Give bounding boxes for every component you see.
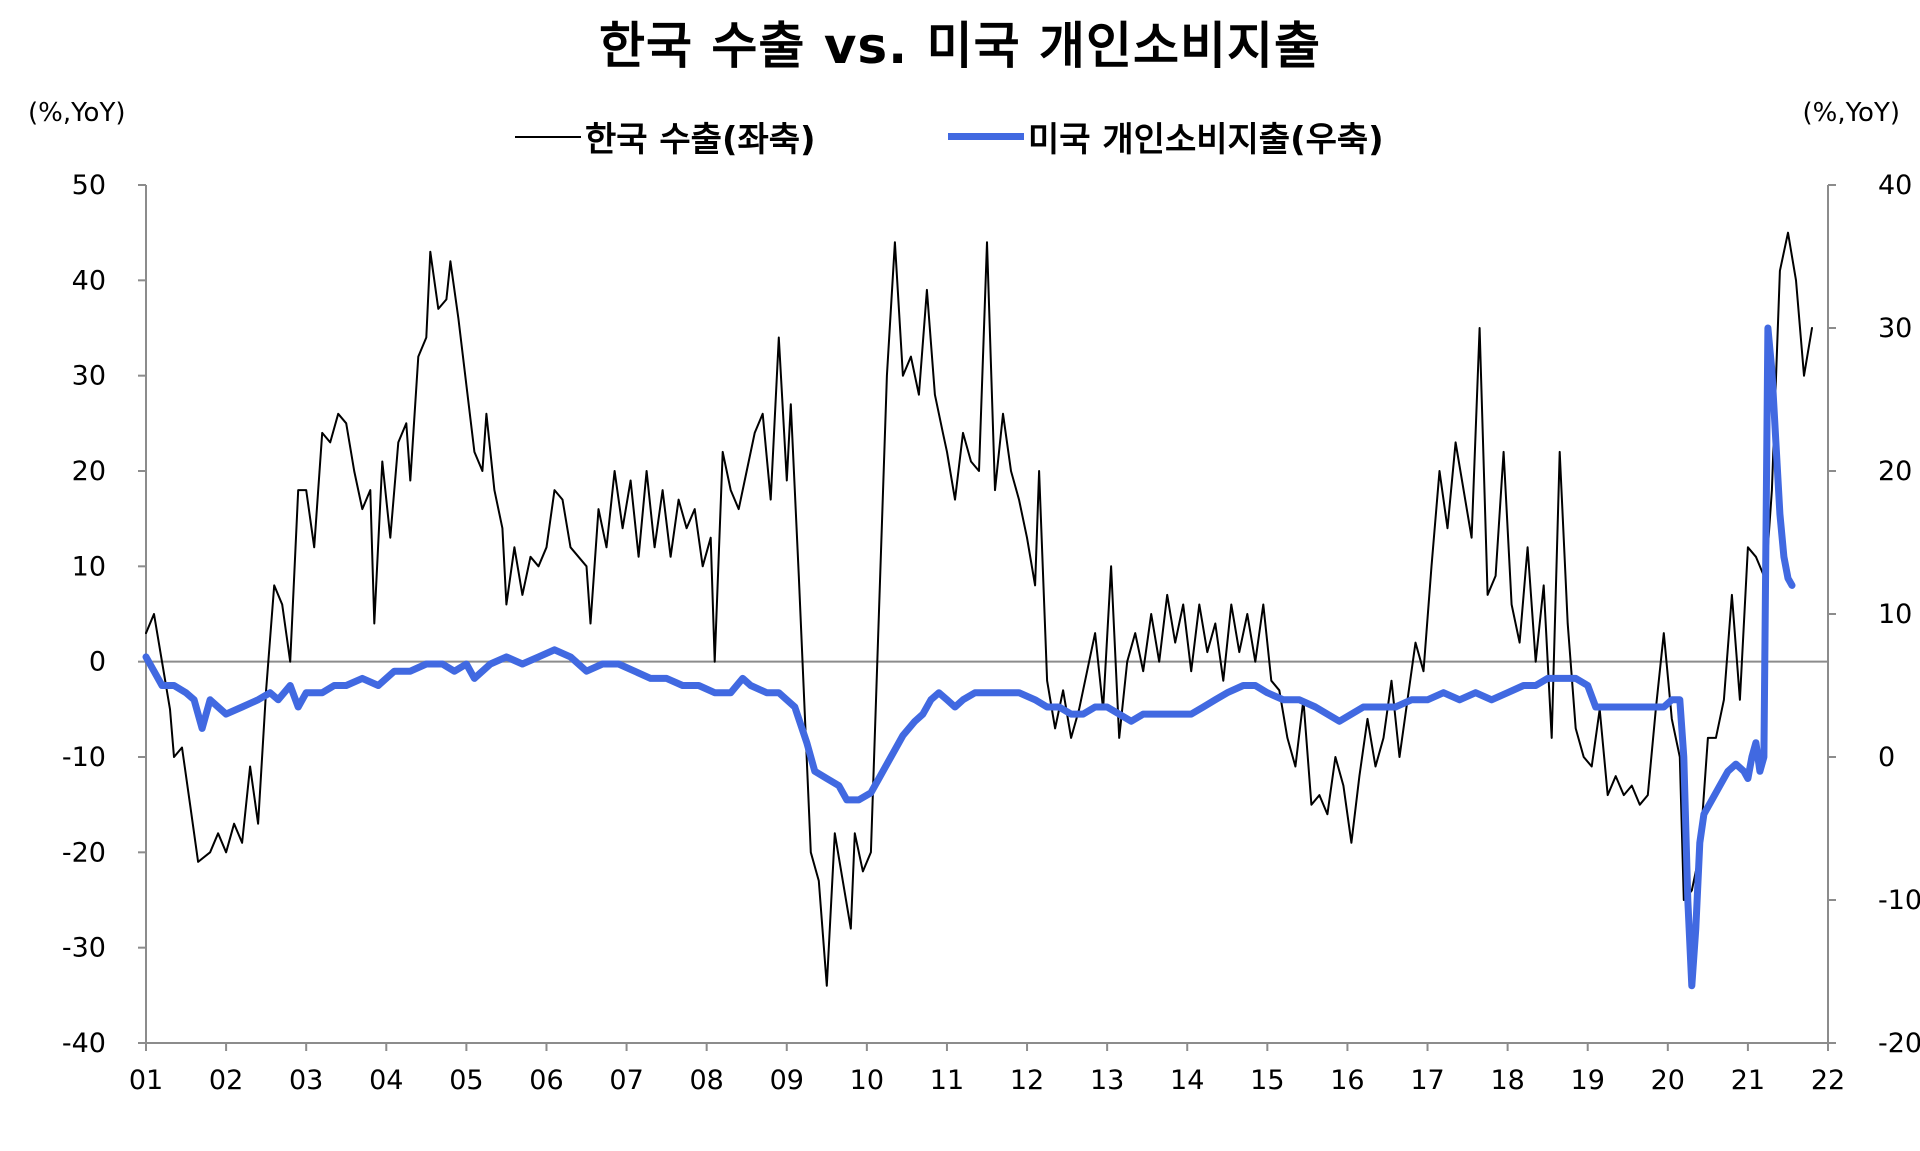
left-tick-label: 30 <box>72 361 106 392</box>
left-tick-label: 20 <box>72 456 106 487</box>
left-tick-label: -30 <box>62 933 106 964</box>
x-tick-label: 03 <box>289 1065 323 1096</box>
right-tick-label: 20 <box>1878 456 1912 487</box>
legend-swatch-korea-exports <box>515 135 581 138</box>
x-tick-label: 07 <box>609 1065 643 1096</box>
x-tick-label: 06 <box>529 1065 563 1096</box>
x-tick-label: 02 <box>209 1065 243 1096</box>
x-tick-label: 22 <box>1811 1065 1845 1096</box>
left-tick-label: -10 <box>62 742 106 773</box>
x-tick-label: 12 <box>1010 1065 1044 1096</box>
left-tick-label: -20 <box>62 837 106 868</box>
left-tick-label: 0 <box>89 647 106 678</box>
right-axis-unit-label: (%,YoY) <box>1802 98 1900 128</box>
x-tick-label: 13 <box>1090 1065 1124 1096</box>
legend-item-korea-exports: 한국 수출(좌축) <box>515 112 816 161</box>
legend-item-us-pce: 미국 개인소비지출(우축) <box>948 112 1384 161</box>
x-tick-label: 10 <box>850 1065 884 1096</box>
x-tick-label: 18 <box>1490 1065 1524 1096</box>
x-tick-label: 09 <box>770 1065 804 1096</box>
left-tick-label: 10 <box>72 551 106 582</box>
right-tick-label: -10 <box>1878 885 1920 916</box>
right-tick-label: 10 <box>1878 599 1912 630</box>
right-tick-label: 30 <box>1878 313 1912 344</box>
left-tick-label: 50 <box>72 170 106 201</box>
legend: 한국 수출(좌축) 미국 개인소비지출(우축) <box>0 112 1920 160</box>
series-line-korea-exports <box>145 231 1813 987</box>
x-tick-label: 19 <box>1571 1065 1605 1096</box>
series-layer <box>142 231 1813 990</box>
x-tick-label: 15 <box>1250 1065 1284 1096</box>
x-tick-label: 14 <box>1170 1065 1204 1096</box>
x-tick-label: 20 <box>1651 1065 1685 1096</box>
x-tick-label: 21 <box>1731 1065 1765 1096</box>
x-tick-label: 16 <box>1330 1065 1364 1096</box>
left-tick-label: -40 <box>62 1028 106 1059</box>
axes: 50 40 30 20 10 0 -10 -20 -30 -40 40 30 20 10 0 -10 -20 01… <box>62 170 1920 1096</box>
x-tick-label: 11 <box>930 1065 964 1096</box>
legend-swatch-us-pce <box>948 133 1024 140</box>
x-tick-label: 05 <box>449 1065 483 1096</box>
x-tick-label: 01 <box>129 1065 163 1096</box>
series-line-us-pce <box>142 324 1796 990</box>
x-tick-label: 04 <box>369 1065 403 1096</box>
x-tick-label: 17 <box>1410 1065 1444 1096</box>
right-tick-label: 0 <box>1878 742 1895 773</box>
legend-label-us-pce: 미국 개인소비지출(우축) <box>1028 120 1384 160</box>
x-tick-label: 08 <box>689 1065 723 1096</box>
legend-label-korea-exports: 한국 수출(좌축) <box>585 120 816 160</box>
left-axis-unit-label: (%,YoY) <box>28 98 126 128</box>
right-tick-label: -20 <box>1878 1028 1920 1059</box>
chart-title: 한국 수출 vs. 미국 개인소비지출 <box>599 17 1321 75</box>
right-tick-label: 40 <box>1878 170 1912 201</box>
left-tick-label: 40 <box>72 265 106 296</box>
